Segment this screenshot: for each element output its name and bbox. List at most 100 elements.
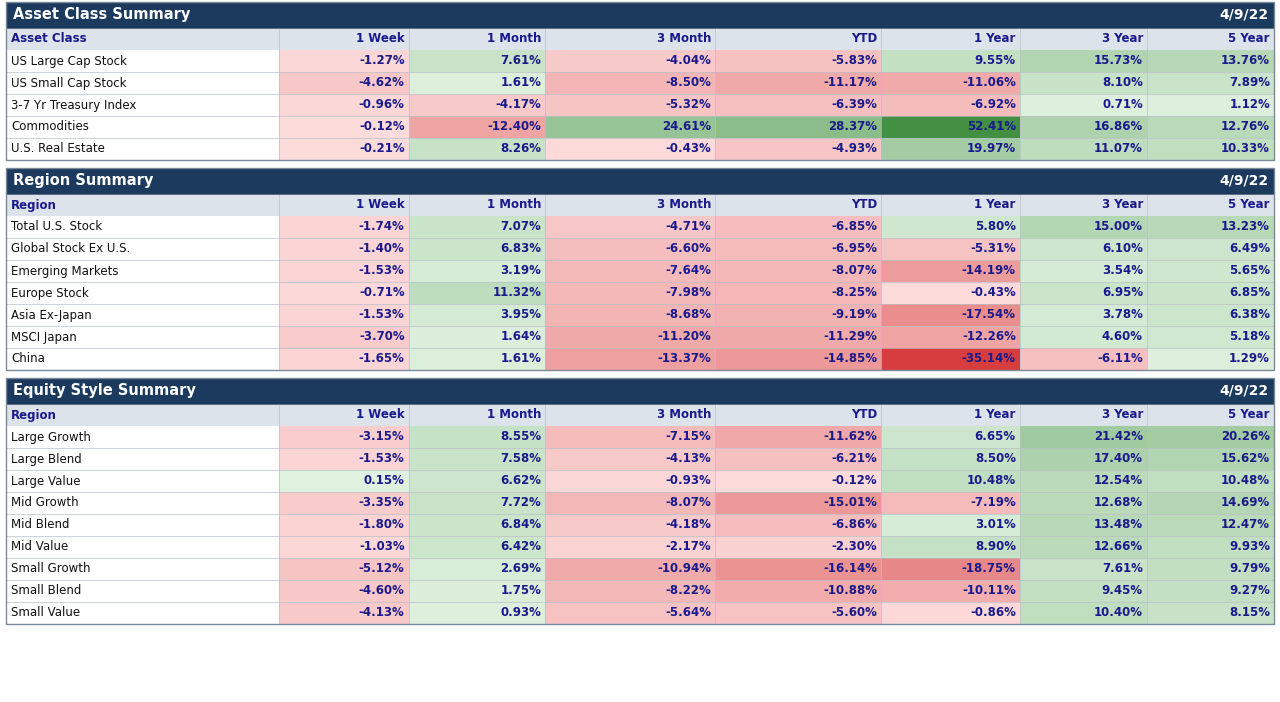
Bar — [1147, 282, 1274, 304]
Bar — [6, 282, 1274, 304]
Bar — [1020, 558, 1147, 580]
Text: -14.85%: -14.85% — [823, 352, 878, 366]
Text: Emerging Markets: Emerging Markets — [12, 265, 119, 277]
Text: 0.15%: 0.15% — [364, 475, 404, 487]
Bar — [6, 326, 1274, 348]
Bar — [1147, 448, 1274, 470]
Bar — [716, 492, 882, 514]
Bar — [6, 448, 1274, 470]
Bar — [882, 470, 1020, 492]
Bar — [545, 72, 716, 94]
Text: -4.04%: -4.04% — [666, 55, 710, 67]
Text: -0.43%: -0.43% — [970, 286, 1016, 300]
Text: 17.40%: 17.40% — [1094, 453, 1143, 465]
Bar — [882, 426, 1020, 448]
Bar — [882, 536, 1020, 558]
Text: 12.54%: 12.54% — [1094, 475, 1143, 487]
Text: Small Value: Small Value — [12, 607, 81, 619]
Bar — [408, 260, 545, 282]
Bar — [1147, 602, 1274, 624]
Text: -11.17%: -11.17% — [824, 77, 878, 89]
Text: 3.78%: 3.78% — [1102, 308, 1143, 322]
Text: 28.37%: 28.37% — [828, 121, 878, 133]
Bar — [1020, 448, 1147, 470]
Text: -11.20%: -11.20% — [657, 331, 710, 343]
Text: -0.71%: -0.71% — [358, 286, 404, 300]
Text: Mid Blend: Mid Blend — [12, 519, 69, 531]
Text: 4/9/22: 4/9/22 — [1220, 174, 1268, 188]
Text: 1 Week: 1 Week — [356, 409, 404, 421]
Bar — [1020, 326, 1147, 348]
Bar — [545, 282, 716, 304]
Bar — [279, 216, 408, 238]
Bar — [882, 448, 1020, 470]
Bar — [882, 348, 1020, 370]
Bar — [408, 116, 545, 138]
Text: -10.11%: -10.11% — [963, 585, 1016, 597]
Bar — [882, 492, 1020, 514]
Text: 12.47%: 12.47% — [1221, 519, 1270, 531]
Text: -1.80%: -1.80% — [358, 519, 404, 531]
Text: 3 Year: 3 Year — [1102, 409, 1143, 421]
Text: 11.32%: 11.32% — [493, 286, 541, 300]
Bar — [279, 72, 408, 94]
Bar — [408, 492, 545, 514]
Text: Total U.S. Stock: Total U.S. Stock — [12, 220, 102, 234]
Text: US Large Cap Stock: US Large Cap Stock — [12, 55, 127, 67]
Bar — [1020, 492, 1147, 514]
Text: -3.35%: -3.35% — [358, 496, 404, 510]
Bar — [882, 138, 1020, 160]
Bar — [545, 448, 716, 470]
Text: 7.72%: 7.72% — [500, 496, 541, 510]
Bar — [1147, 260, 1274, 282]
Text: 0.93%: 0.93% — [500, 607, 541, 619]
Text: -5.32%: -5.32% — [666, 98, 710, 112]
Text: -2.30%: -2.30% — [832, 541, 878, 553]
Bar — [279, 260, 408, 282]
Bar — [545, 326, 716, 348]
Bar — [408, 72, 545, 94]
Text: -17.54%: -17.54% — [961, 308, 1016, 322]
Text: 3-7 Yr Treasury Index: 3-7 Yr Treasury Index — [12, 98, 137, 112]
Bar — [408, 326, 545, 348]
Text: 15.62%: 15.62% — [1221, 453, 1270, 465]
Text: 3.95%: 3.95% — [500, 308, 541, 322]
Bar — [716, 216, 882, 238]
Bar — [1147, 238, 1274, 260]
Text: 12.66%: 12.66% — [1094, 541, 1143, 553]
Bar — [6, 426, 1274, 448]
Text: 9.55%: 9.55% — [975, 55, 1016, 67]
Bar — [279, 492, 408, 514]
Text: 6.65%: 6.65% — [975, 430, 1016, 444]
Text: -4.13%: -4.13% — [358, 607, 404, 619]
Bar — [882, 304, 1020, 326]
Text: 13.23%: 13.23% — [1221, 220, 1270, 234]
Text: 3 Month: 3 Month — [657, 409, 710, 421]
Text: YTD: YTD — [851, 199, 878, 211]
Bar — [6, 194, 1274, 216]
Text: -4.93%: -4.93% — [832, 143, 878, 156]
Bar — [408, 282, 545, 304]
Text: -6.85%: -6.85% — [832, 220, 878, 234]
Text: 1.12%: 1.12% — [1229, 98, 1270, 112]
Bar — [1147, 426, 1274, 448]
Bar — [279, 304, 408, 326]
Text: -6.86%: -6.86% — [832, 519, 878, 531]
Text: -4.13%: -4.13% — [666, 453, 710, 465]
Bar — [6, 168, 1274, 194]
Text: 10.48%: 10.48% — [966, 475, 1016, 487]
Text: 5.65%: 5.65% — [1229, 265, 1270, 277]
Text: Asset Class Summary: Asset Class Summary — [13, 8, 191, 22]
Text: 5.18%: 5.18% — [1229, 331, 1270, 343]
Bar — [1020, 580, 1147, 602]
Bar — [545, 536, 716, 558]
Bar — [279, 580, 408, 602]
Text: 3.54%: 3.54% — [1102, 265, 1143, 277]
Bar — [6, 304, 1274, 326]
Text: YTD: YTD — [851, 32, 878, 46]
Bar — [716, 238, 882, 260]
Text: -5.12%: -5.12% — [358, 562, 404, 576]
Text: -11.62%: -11.62% — [823, 430, 878, 444]
Bar — [882, 514, 1020, 536]
Bar — [408, 94, 545, 116]
